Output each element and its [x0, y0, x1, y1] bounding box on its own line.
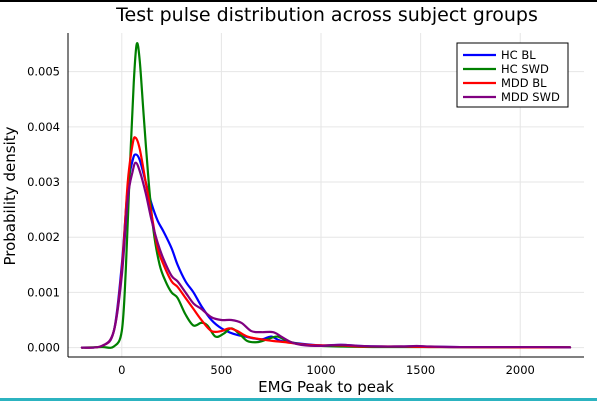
series [80, 42, 572, 349]
x-tick-label: 500 [210, 363, 232, 377]
x-tick-label: 1000 [306, 363, 335, 377]
bottom-accent-bar [0, 398, 597, 401]
chart-title: Test pulse distribution across subject g… [115, 4, 538, 26]
tick-labels: 0 500 1000 1500 2000 0.000 0.001 0.002 0.003 0.00… [27, 65, 535, 377]
top-border [0, 0, 597, 2]
x-tick-label: 0 [118, 363, 125, 377]
legend-label-hc-bl: HC BL [501, 48, 536, 62]
x-axis-label: EMG Peak to peak [258, 378, 394, 396]
x-tick-label: 2000 [506, 363, 535, 377]
y-tick-label: 0.003 [27, 175, 60, 189]
y-tick-label: 0.000 [27, 341, 60, 355]
legend-label-hc-swd: HC SWD [501, 62, 549, 76]
legend-label-mdd-bl: MDD BL [501, 76, 547, 90]
y-tick-label: 0.004 [27, 120, 60, 134]
legend-label-mdd-swd: MDD SWD [501, 90, 560, 104]
y-tick-label: 0.001 [27, 285, 60, 299]
y-tick-label: 0.002 [27, 230, 60, 244]
x-tick-label: 1500 [406, 363, 435, 377]
axes [67, 33, 584, 358]
series-line-mdd-swd [80, 161, 572, 349]
y-axis-label: Probability density [1, 126, 19, 265]
y-tick-label: 0.005 [27, 65, 60, 79]
